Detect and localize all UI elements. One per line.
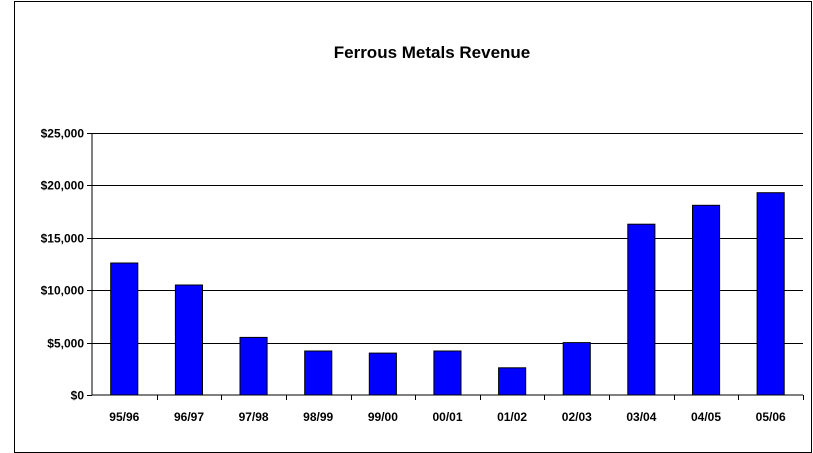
x-tick-label: 01/02 — [497, 410, 527, 424]
chart-border — [14, 1, 812, 453]
x-tick-label: 00/01 — [432, 410, 462, 424]
bar-97-98 — [239, 336, 268, 396]
x-tick-label: 04/05 — [691, 410, 721, 424]
bar-95-96 — [110, 262, 139, 396]
bar-98-99 — [304, 350, 333, 396]
y-tick-label: $0 — [71, 389, 85, 403]
x-tick-label: 97/98 — [239, 410, 269, 424]
x-axis-tick-labels: 95/96 96/97 97/98 98/99 99/00 00/01 01/02 02/03… — [109, 395, 804, 424]
x-tick-label: 98/99 — [303, 410, 333, 424]
x-tick-label: 03/04 — [626, 410, 656, 424]
x-tick-label: 95/96 — [109, 410, 139, 424]
x-tick-label: 05/06 — [756, 410, 786, 424]
y-axis-tick-labels: $0 $5,000 $10,000 $15,000 $20,000 $25,000 — [41, 127, 85, 403]
bar-01-02 — [498, 367, 527, 396]
bar-00-01 — [433, 350, 462, 396]
bar-02-03 — [562, 342, 591, 396]
bar-04-05 — [692, 204, 721, 396]
x-tick-label: 99/00 — [368, 410, 398, 424]
chart-title: Ferrous Metals Revenue — [334, 43, 531, 62]
bar-99-00 — [368, 352, 397, 396]
bar-05-06 — [756, 192, 785, 396]
gridlines — [87, 133, 803, 396]
bar-96-97 — [174, 284, 203, 396]
bars — [110, 192, 785, 396]
y-tick-label: $5,000 — [47, 337, 84, 351]
y-tick-label: $15,000 — [41, 232, 85, 246]
y-tick-label: $25,000 — [41, 127, 85, 141]
y-tick-label: $10,000 — [41, 284, 85, 298]
x-tick-label: 02/03 — [562, 410, 592, 424]
bar-03-04 — [627, 223, 656, 396]
y-tick-label: $20,000 — [41, 179, 85, 193]
x-tick-label: 96/97 — [174, 410, 204, 424]
